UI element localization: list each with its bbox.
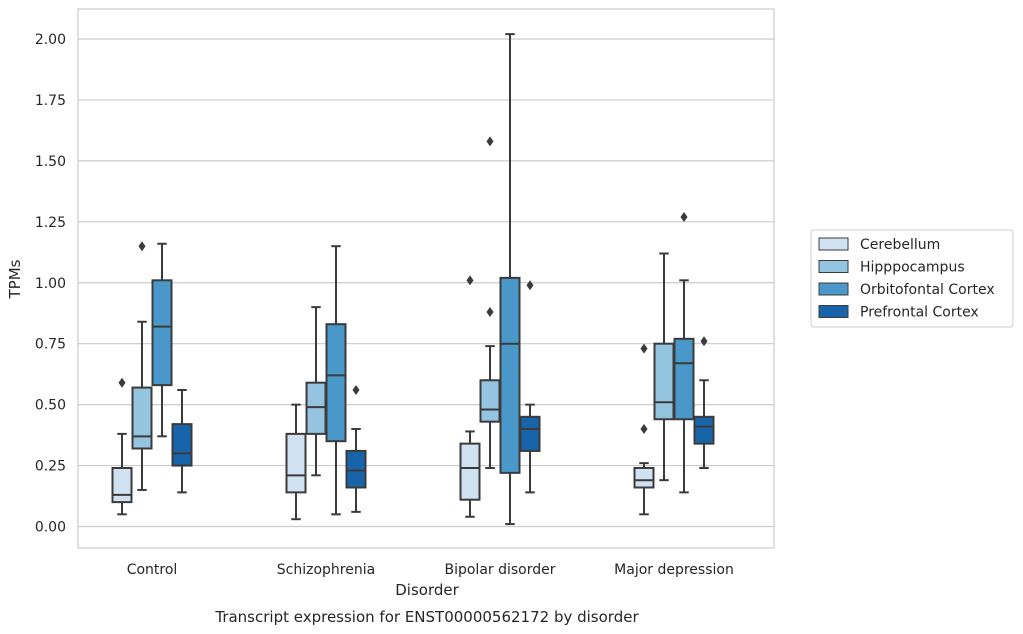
iqr-box: [653, 342, 675, 421]
y-tick-label: 1.75: [35, 93, 66, 109]
iqr-box: [131, 386, 153, 450]
box-cerebellum: [111, 377, 133, 516]
iqr-box: [345, 449, 367, 489]
box-hipppocampus: [131, 241, 153, 491]
iqr-box: [285, 432, 307, 494]
y-tick-label: 0.00: [35, 520, 66, 536]
legend-frame: [810, 229, 1014, 328]
outlier-point: [526, 280, 534, 291]
x-tick-label: Control: [127, 562, 178, 578]
y-tick-label: 1.25: [35, 215, 66, 231]
y-tick-label: 1.50: [35, 154, 66, 170]
outlier-point: [640, 424, 648, 434]
legend-swatch: [818, 305, 849, 318]
box-hipppocampus: [653, 252, 675, 482]
box-cerebellum: [285, 403, 307, 521]
iqr-box: [499, 276, 521, 474]
outlier-point: [680, 211, 688, 222]
plot-area-frame: [77, 8, 775, 549]
iqr-box: [673, 337, 695, 421]
outlier-point: [118, 377, 126, 388]
legend-swatch: [818, 260, 849, 273]
outlier-point: [352, 385, 360, 395]
x-tick-label: Major depression: [614, 562, 734, 578]
iqr-box: [171, 423, 193, 467]
outlier-point: [486, 136, 494, 147]
box-orbitofontal-cortex: [673, 211, 695, 494]
box-prefrontal-cortex: [693, 336, 715, 469]
y-tick-label: 2.00: [35, 32, 66, 48]
box-orbitofontal-cortex: [151, 242, 173, 438]
x-tick-label: Bipolar disorder: [444, 562, 555, 578]
outlier-point: [700, 336, 708, 347]
box-prefrontal-cortex: [171, 389, 193, 494]
y-tick-label: 0.50: [35, 398, 66, 414]
legend-label: Cerebellum: [860, 237, 940, 253]
box-cerebellum: [633, 343, 655, 516]
legend-swatch: [818, 237, 849, 251]
iqr-box: [479, 379, 501, 423]
legend-label: Orbitofontal Cortex: [860, 282, 995, 298]
iqr-box: [693, 415, 715, 445]
outlier-point: [640, 343, 648, 354]
iqr-box: [633, 467, 655, 489]
box-prefrontal-cortex: [519, 280, 541, 494]
iqr-box: [519, 415, 541, 452]
y-tick-label: 0.75: [35, 337, 66, 353]
iqr-box: [305, 381, 327, 435]
box-prefrontal-cortex: [345, 385, 367, 513]
x-tick-label: Schizophrenia: [277, 562, 375, 578]
outlier-point: [486, 307, 494, 317]
y-tick-label: 0.25: [35, 459, 66, 475]
box-cerebellum: [459, 275, 481, 518]
legend-label: Hipppocampus: [860, 260, 965, 276]
box-orbitofontal-cortex: [325, 245, 347, 516]
legend-swatch: [818, 282, 849, 296]
iqr-box: [459, 442, 481, 501]
legend: Cerebellum Hipppocampus Orbitofontal Corte…: [810, 229, 1014, 328]
y-axis-title: TPMs: [6, 259, 24, 299]
grid-lines: [78, 38, 774, 528]
legend-label: Prefrontal Cortex: [860, 305, 979, 321]
outlier-point: [138, 241, 146, 252]
box-marks: [111, 33, 715, 526]
x-axis-title: Disorder: [395, 581, 459, 599]
box-orbitofontal-cortex: [499, 33, 521, 526]
x-tick-labels: Control Schizophrenia Bipolar disorder Majo…: [127, 562, 734, 578]
y-tick-label: 1.00: [35, 276, 66, 292]
iqr-box: [111, 467, 133, 504]
box-hipppocampus: [479, 136, 501, 469]
iqr-box: [151, 279, 173, 387]
chart-caption: Transcript expression for ENST0000056217…: [214, 608, 639, 626]
outlier-point: [466, 275, 474, 286]
iqr-box: [325, 323, 347, 443]
y-tick-labels: 0.00 0.25 0.50 0.75 1.00 1.25 1.50 1.75 2.00: [35, 32, 66, 536]
